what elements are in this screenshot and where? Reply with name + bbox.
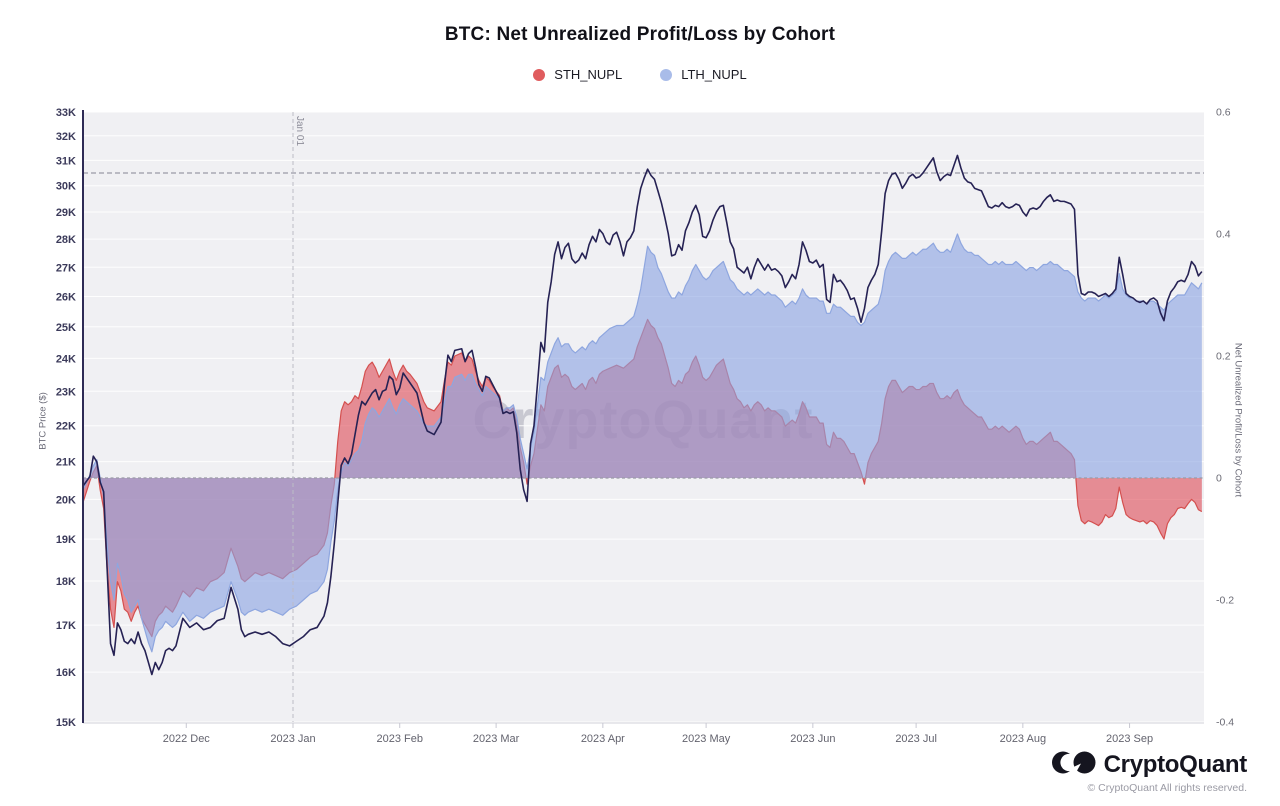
left-axis-labels: 33K 32K 31K 30K 29K 28K 27K 26K 25K 24K 23K 22K 21K 2… bbox=[56, 107, 76, 729]
svg-text:25K: 25K bbox=[56, 322, 76, 334]
footer-copyright: © CryptoQuant All rights reserved. bbox=[1087, 782, 1247, 794]
lth-nupl-line bbox=[82, 233, 1203, 653]
svg-text:23K: 23K bbox=[56, 386, 76, 398]
svg-text:15K: 15K bbox=[56, 717, 76, 729]
lth-legend-dot-icon bbox=[660, 68, 673, 81]
svg-text:17K: 17K bbox=[56, 620, 76, 632]
lth-nupl-area bbox=[83, 234, 1202, 652]
svg-text:26K: 26K bbox=[56, 291, 76, 303]
right-axis-title: Net Unrealized Profit/Loss by Cohort bbox=[1232, 342, 1244, 498]
svg-text:16K: 16K bbox=[56, 667, 76, 679]
left-axis-title: BTC Price ($) bbox=[37, 392, 49, 450]
svg-text:-0.4: -0.4 bbox=[1216, 717, 1234, 729]
cryptoquant-logo-icon bbox=[1051, 750, 1097, 780]
legend-label: LTH_NUPL bbox=[681, 67, 747, 82]
svg-text:31K: 31K bbox=[56, 155, 76, 167]
x-axis: 2022 Dec 2023 Jan 2023 Feb 2023 Mar 2023 Apr… bbox=[83, 722, 1204, 745]
svg-text:21K: 21K bbox=[56, 457, 76, 469]
sth-legend-dot-icon bbox=[533, 68, 546, 81]
svg-text:28K: 28K bbox=[56, 234, 76, 246]
svg-text:2022 Dec: 2022 Dec bbox=[163, 733, 211, 745]
legend-item-sth-nupl[interactable]: STH_NUPL bbox=[533, 67, 622, 82]
svg-text:2023 Jan: 2023 Jan bbox=[270, 733, 315, 745]
vline-label: Jan 01 bbox=[294, 116, 305, 146]
svg-text:20K: 20K bbox=[56, 494, 76, 506]
svg-text:30K: 30K bbox=[56, 181, 76, 193]
svg-text:2023 Feb: 2023 Feb bbox=[376, 733, 422, 745]
svg-text:24K: 24K bbox=[56, 353, 76, 365]
page-title: BTC: Net Unrealized Profit/Loss by Cohor… bbox=[444, 24, 836, 45]
right-axis-labels: 0.6 0.4 0.2 0 -0.2 -0.4 bbox=[1216, 107, 1234, 729]
svg-text:2023 Jul: 2023 Jul bbox=[895, 733, 937, 745]
svg-text:0: 0 bbox=[1216, 473, 1222, 485]
svg-text:27K: 27K bbox=[56, 262, 76, 274]
svg-text:2023 Sep: 2023 Sep bbox=[1106, 733, 1153, 745]
svg-text:2023 Apr: 2023 Apr bbox=[581, 733, 625, 745]
svg-text:2023 Aug: 2023 Aug bbox=[1000, 733, 1047, 745]
btc-price-line bbox=[82, 154, 1203, 676]
legend-item-lth-nupl[interactable]: LTH_NUPL bbox=[660, 67, 747, 82]
svg-text:-0.2: -0.2 bbox=[1216, 595, 1234, 607]
svg-text:2023 May: 2023 May bbox=[682, 733, 731, 745]
svg-text:29K: 29K bbox=[56, 207, 76, 219]
svg-text:22K: 22K bbox=[56, 421, 76, 433]
svg-text:2023 Jun: 2023 Jun bbox=[790, 733, 835, 745]
reference-lines: Jan 01 bbox=[83, 112, 1204, 722]
footer: CryptoQuant © CryptoQuant All rights res… bbox=[1051, 750, 1247, 794]
legend: STH_NUPL LTH_NUPL bbox=[0, 67, 1280, 82]
legend-label: STH_NUPL bbox=[554, 67, 623, 82]
svg-text:0.2: 0.2 bbox=[1216, 351, 1231, 363]
footer-brand-name: CryptoQuant bbox=[1103, 751, 1248, 778]
svg-text:0.6: 0.6 bbox=[1216, 107, 1231, 119]
svg-text:2023 Mar: 2023 Mar bbox=[473, 733, 520, 745]
svg-text:0.4: 0.4 bbox=[1216, 229, 1231, 241]
svg-text:18K: 18K bbox=[56, 576, 76, 588]
footer-brand[interactable]: CryptoQuant bbox=[1051, 750, 1247, 780]
svg-text:32K: 32K bbox=[56, 131, 76, 143]
svg-text:33K: 33K bbox=[56, 107, 76, 119]
svg-text:19K: 19K bbox=[56, 534, 76, 546]
